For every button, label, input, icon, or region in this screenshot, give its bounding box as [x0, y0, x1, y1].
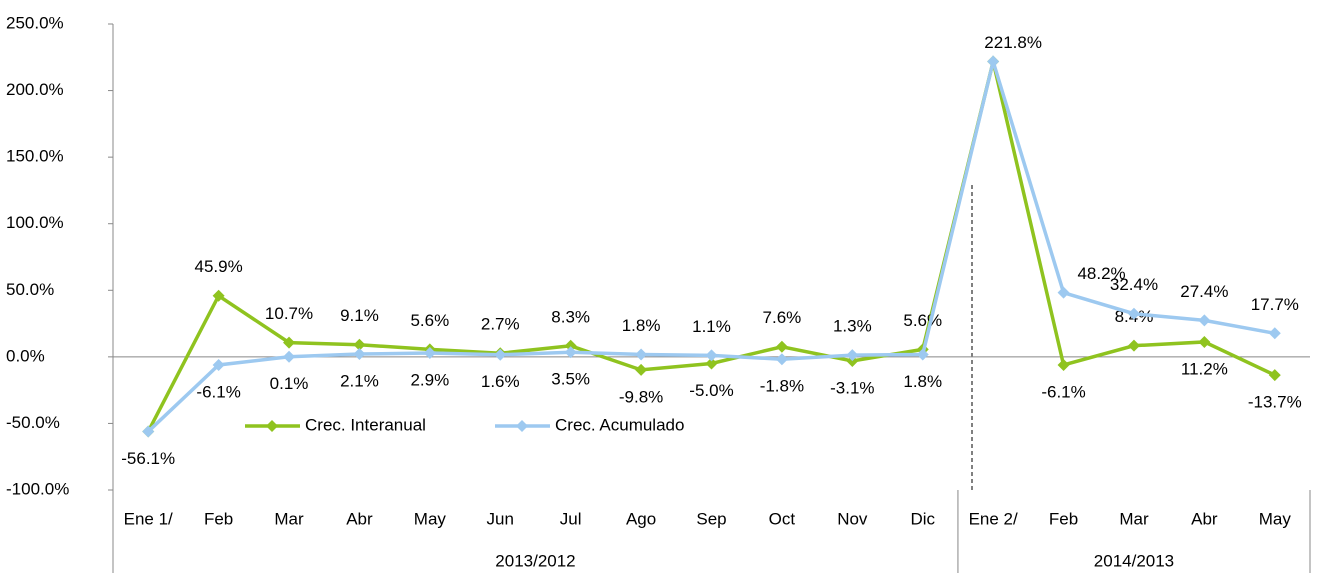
point — [212, 358, 225, 371]
point — [1198, 314, 1211, 327]
point — [1127, 307, 1140, 320]
data-label: 11.2% — [1181, 359, 1228, 378]
legend-label: Crec. Interanual — [305, 415, 426, 434]
data-label: 0.1% — [270, 374, 309, 393]
x-tick-label: Ene 1/ — [124, 509, 173, 528]
data-label: 45.9% — [195, 257, 243, 276]
legend-marker — [266, 420, 278, 432]
y-tick-label: 250.0% — [6, 13, 64, 32]
point — [1057, 358, 1070, 371]
data-label: -6.1% — [196, 382, 240, 401]
data-label: 221.8% — [984, 33, 1042, 52]
point — [353, 348, 366, 361]
x-tick-label: Mar — [1119, 509, 1149, 528]
data-label: 2.1% — [340, 372, 379, 391]
data-label: 2.9% — [410, 370, 449, 389]
data-label: 3.5% — [551, 370, 590, 389]
group-label: 2013/2012 — [495, 551, 575, 570]
x-tick-label: May — [414, 509, 447, 528]
point — [1127, 339, 1140, 352]
point — [775, 353, 788, 366]
y-tick-label: -100.0% — [6, 479, 69, 498]
legend-marker — [516, 420, 528, 432]
x-tick-label: Dic — [910, 509, 935, 528]
y-tick-label: 200.0% — [6, 80, 64, 99]
point — [353, 338, 366, 351]
data-label: 1.6% — [481, 372, 520, 391]
data-label: 1.1% — [692, 317, 731, 336]
data-label: 5.6% — [903, 311, 942, 330]
point — [1268, 327, 1281, 340]
data-label: 48.2% — [1077, 264, 1125, 283]
x-tick-label: Abr — [1191, 509, 1218, 528]
data-label: 27.4% — [1180, 282, 1228, 301]
point — [564, 346, 577, 359]
data-label: 7.6% — [763, 308, 802, 327]
data-label: 8.3% — [551, 307, 590, 326]
x-tick-label: Abr — [346, 509, 373, 528]
data-label: 1.8% — [622, 316, 661, 335]
data-label: 10.7% — [265, 304, 313, 323]
point — [283, 350, 296, 363]
data-label: -3.1% — [830, 378, 874, 397]
series-line — [147, 54, 1276, 433]
point — [987, 55, 1000, 68]
y-tick-label: 150.0% — [6, 147, 64, 166]
y-tick-label: -50.0% — [6, 413, 60, 432]
data-label: 5.6% — [410, 311, 449, 330]
x-tick-label: May — [1259, 509, 1292, 528]
data-label: -56.1% — [121, 449, 175, 468]
x-tick-label: Oct — [769, 509, 796, 528]
data-label: -1.8% — [760, 377, 804, 396]
x-tick-label: Jul — [560, 509, 582, 528]
data-label: -5.0% — [689, 381, 733, 400]
data-label: -13.7% — [1248, 393, 1302, 412]
legend-label: Crec. Acumulado — [555, 415, 684, 434]
point — [705, 357, 718, 370]
data-label: 1.8% — [903, 372, 942, 391]
point — [705, 349, 718, 362]
x-tick-label: Mar — [274, 509, 304, 528]
point — [635, 348, 648, 361]
point — [283, 336, 296, 349]
data-label: -9.8% — [619, 387, 663, 406]
x-tick-label: Ene 2/ — [969, 509, 1018, 528]
data-label: 17.7% — [1251, 295, 1299, 314]
point — [1268, 369, 1281, 382]
point — [916, 348, 929, 361]
series-line — [146, 61, 1276, 433]
point — [635, 363, 648, 376]
data-label: 2.7% — [481, 315, 520, 334]
point — [142, 425, 155, 438]
data-label: 9.1% — [340, 306, 379, 325]
point — [1057, 286, 1070, 299]
data-label: 32.4% — [1110, 275, 1158, 294]
y-tick-label: 0.0% — [6, 346, 45, 365]
point — [846, 349, 859, 362]
point — [1198, 335, 1211, 348]
data-label: -6.1% — [1041, 382, 1085, 401]
point — [564, 339, 577, 352]
x-tick-label: Jun — [487, 509, 514, 528]
x-tick-label: Feb — [204, 509, 233, 528]
y-tick-label: 50.0% — [6, 280, 54, 299]
y-tick-label: 100.0% — [6, 213, 64, 232]
data-label: 1.3% — [833, 317, 872, 336]
point — [775, 340, 788, 353]
x-tick-label: Ago — [626, 509, 656, 528]
x-tick-label: Nov — [837, 509, 868, 528]
point — [423, 346, 436, 359]
point — [494, 348, 507, 361]
x-tick-label: Sep — [696, 509, 726, 528]
group-label: 2014/2013 — [1094, 551, 1174, 570]
x-tick-label: Feb — [1049, 509, 1078, 528]
point — [212, 289, 225, 302]
